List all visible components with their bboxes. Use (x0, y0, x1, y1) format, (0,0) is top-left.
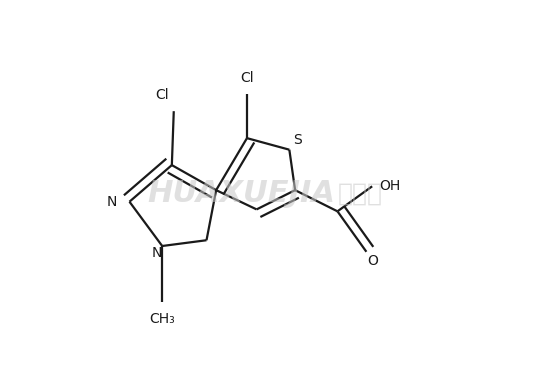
Text: S: S (293, 133, 301, 147)
Text: N: N (107, 195, 118, 209)
Text: N: N (151, 246, 162, 260)
Text: Cl: Cl (156, 88, 169, 102)
Text: 化学加: 化学加 (338, 182, 383, 206)
Text: OH: OH (379, 179, 400, 193)
Text: HUAXUEJIA: HUAXUEJIA (147, 180, 335, 208)
Text: O: O (368, 255, 379, 268)
Text: CH₃: CH₃ (150, 312, 175, 326)
Text: Cl: Cl (240, 71, 254, 85)
